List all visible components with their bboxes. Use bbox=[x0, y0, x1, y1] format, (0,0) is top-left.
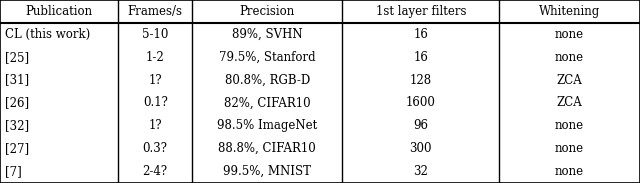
Text: 5-10: 5-10 bbox=[142, 28, 168, 41]
Text: 32: 32 bbox=[413, 165, 428, 178]
Text: [26]: [26] bbox=[5, 96, 29, 109]
Text: 16: 16 bbox=[413, 28, 428, 41]
Text: [25]: [25] bbox=[5, 51, 29, 64]
Text: 0.1?: 0.1? bbox=[143, 96, 168, 109]
Text: none: none bbox=[555, 28, 584, 41]
Text: 1?: 1? bbox=[148, 119, 162, 132]
Text: [31]: [31] bbox=[5, 74, 29, 87]
Text: none: none bbox=[555, 51, 584, 64]
Text: CL (this work): CL (this work) bbox=[5, 28, 90, 41]
Text: 128: 128 bbox=[410, 74, 432, 87]
Text: Publication: Publication bbox=[26, 5, 93, 18]
Text: 82%, CIFAR10: 82%, CIFAR10 bbox=[224, 96, 310, 109]
Text: 99.5%, MNIST: 99.5%, MNIST bbox=[223, 165, 311, 178]
Text: none: none bbox=[555, 165, 584, 178]
Text: 16: 16 bbox=[413, 51, 428, 64]
Text: 80.8%, RGB-D: 80.8%, RGB-D bbox=[225, 74, 310, 87]
Text: ZCA: ZCA bbox=[557, 74, 582, 87]
Text: none: none bbox=[555, 119, 584, 132]
Text: 2-4?: 2-4? bbox=[143, 165, 168, 178]
Text: Precision: Precision bbox=[239, 5, 295, 18]
Text: 96: 96 bbox=[413, 119, 428, 132]
Text: [32]: [32] bbox=[5, 119, 29, 132]
Text: 98.5% ImageNet: 98.5% ImageNet bbox=[217, 119, 317, 132]
Text: ZCA: ZCA bbox=[557, 96, 582, 109]
Text: [7]: [7] bbox=[5, 165, 22, 178]
Text: Frames/s: Frames/s bbox=[128, 5, 182, 18]
Text: 1st layer filters: 1st layer filters bbox=[376, 5, 466, 18]
Text: 1600: 1600 bbox=[406, 96, 436, 109]
Text: 1?: 1? bbox=[148, 74, 162, 87]
Text: 88.8%, CIFAR10: 88.8%, CIFAR10 bbox=[218, 142, 316, 155]
Text: none: none bbox=[555, 142, 584, 155]
Text: 0.3?: 0.3? bbox=[143, 142, 168, 155]
Text: 79.5%, Stanford: 79.5%, Stanford bbox=[219, 51, 316, 64]
Text: [27]: [27] bbox=[5, 142, 29, 155]
Text: Whitening: Whitening bbox=[539, 5, 600, 18]
Text: 1-2: 1-2 bbox=[146, 51, 164, 64]
Text: 300: 300 bbox=[410, 142, 432, 155]
Text: 89%, SVHN: 89%, SVHN bbox=[232, 28, 303, 41]
